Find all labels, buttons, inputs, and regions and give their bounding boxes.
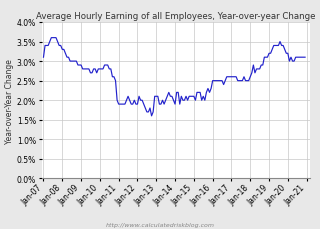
Y-axis label: Year-over-Year Change: Year-over-Year Change [5, 58, 14, 143]
Text: http://www.calculatedriskblog.com: http://www.calculatedriskblog.com [106, 222, 214, 227]
Title: Average Hourly Earning of all Employees, Year-over-year Change: Average Hourly Earning of all Employees,… [36, 12, 316, 21]
